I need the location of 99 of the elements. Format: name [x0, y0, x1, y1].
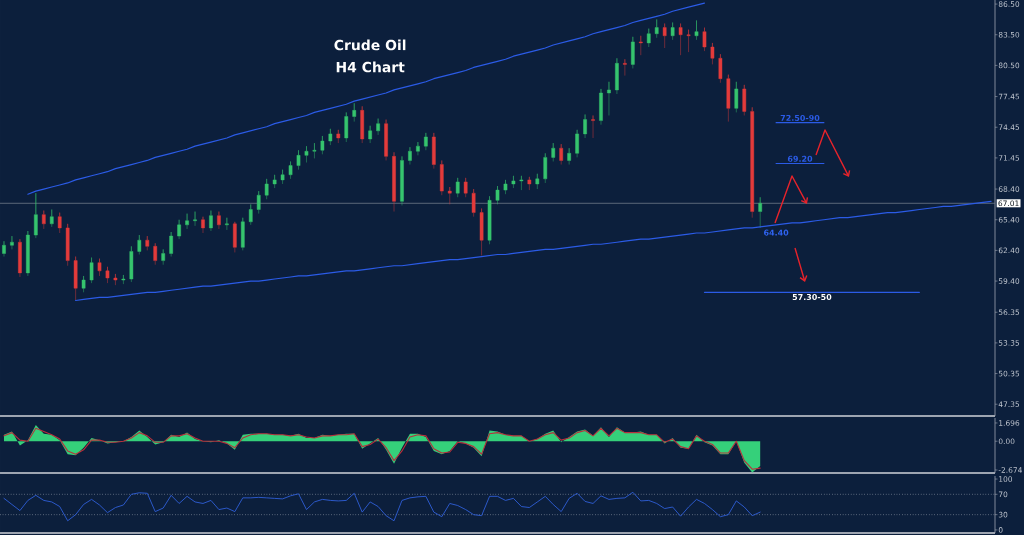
candlestick — [153, 243, 158, 265]
candlestick — [662, 23, 667, 49]
candlestick — [384, 119, 388, 161]
candlestick — [487, 196, 492, 245]
candlestick — [368, 125, 372, 144]
candlestick — [535, 173, 540, 190]
candlestick — [471, 188, 476, 217]
candlestick — [654, 19, 659, 39]
candlestick — [408, 146, 412, 165]
candlestick — [34, 192, 38, 239]
candlestick — [455, 177, 460, 198]
candlestick — [376, 118, 380, 136]
candlestick — [432, 132, 436, 169]
candlestick — [217, 211, 221, 230]
candlestick — [575, 129, 579, 158]
candlestick — [73, 256, 78, 301]
candlestick — [312, 142, 317, 159]
candlestick — [105, 266, 110, 284]
candlestick — [439, 160, 444, 196]
candlestick — [89, 257, 94, 284]
candlestick — [145, 235, 150, 251]
candlestick — [18, 238, 22, 278]
candlestick — [734, 81, 739, 113]
candlestick — [264, 178, 269, 200]
candlestick — [551, 142, 556, 162]
candlestick — [10, 235, 14, 250]
candlestick — [185, 213, 189, 230]
candlestick — [392, 152, 396, 212]
candlestick — [280, 169, 285, 185]
candlestick — [336, 129, 341, 144]
candlestick — [726, 74, 731, 122]
candlestick — [328, 128, 333, 146]
candlestick — [710, 42, 715, 65]
candlestick — [41, 210, 46, 230]
candlestick — [233, 221, 237, 253]
candlestick — [567, 147, 571, 165]
candlestick — [272, 174, 277, 189]
candlestick — [447, 186, 452, 205]
candlestick — [97, 258, 102, 277]
candlestick — [193, 211, 197, 227]
candlestick — [416, 141, 420, 156]
candlestick — [113, 273, 118, 286]
candlestick — [495, 185, 500, 205]
candlestick — [169, 231, 173, 257]
candlestick — [424, 132, 428, 151]
candlestick — [718, 53, 723, 84]
candlestick — [304, 145, 309, 163]
candlestick — [201, 216, 205, 234]
candlestick — [129, 246, 134, 283]
candlestick — [742, 84, 747, 116]
candlestick — [583, 114, 587, 139]
candlestick — [352, 102, 357, 122]
candlestick — [344, 112, 349, 143]
candlestick — [503, 179, 508, 195]
candlestick — [479, 208, 484, 256]
candlestick — [599, 88, 603, 125]
candlestick — [559, 143, 564, 165]
candlestick — [26, 230, 30, 277]
candlestick — [256, 190, 261, 214]
candlestick — [638, 35, 643, 56]
candlestick — [543, 153, 548, 184]
candlestick — [209, 210, 213, 232]
candlestick — [400, 156, 404, 206]
candlestick — [678, 23, 683, 56]
candlestick — [519, 175, 524, 191]
candlestick — [248, 204, 253, 226]
candlestick — [57, 212, 62, 234]
candlestick — [646, 28, 651, 48]
candlestick — [81, 275, 86, 293]
candlestick — [463, 177, 468, 198]
candlestick — [49, 209, 54, 228]
candlestick — [694, 20, 699, 41]
candlestick — [686, 29, 691, 53]
candlestick — [288, 161, 293, 180]
candlestick — [225, 217, 229, 231]
candlestick — [320, 135, 325, 155]
candlestick — [161, 249, 166, 265]
candlestick — [296, 150, 301, 170]
candlestick — [240, 217, 245, 251]
candlestick — [631, 36, 635, 69]
candlestick — [670, 22, 675, 41]
candlestick — [750, 107, 755, 218]
candlestick — [607, 81, 611, 116]
candlestick — [511, 175, 516, 189]
text: H4 Chart — [336, 61, 405, 73]
candlestick — [177, 219, 181, 240]
line-series — [3, 491, 761, 522]
candlestick — [758, 197, 763, 229]
candlestick — [121, 274, 126, 285]
candlestick — [527, 176, 532, 191]
candlestick — [137, 234, 142, 255]
candlestick — [360, 106, 365, 144]
candlestick — [615, 58, 619, 95]
candlestick — [65, 223, 70, 266]
candlestick — [2, 240, 6, 257]
candlestick — [591, 115, 595, 139]
text: Crude Oil — [334, 39, 406, 51]
candlestick — [702, 27, 707, 52]
candlestick — [623, 59, 627, 76]
